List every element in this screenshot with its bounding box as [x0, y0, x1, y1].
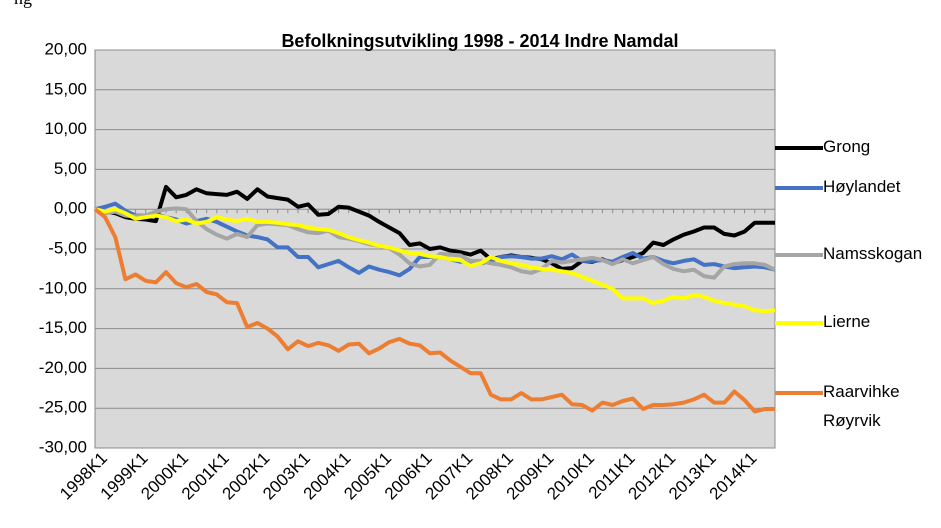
y-tick-label: 20,00 — [44, 39, 87, 58]
series-line — [93, 207, 775, 414]
legend-label: Raarvihke Røyrvik — [823, 382, 900, 430]
legend-swatch — [775, 186, 823, 190]
legend-label: Høylandet — [823, 177, 901, 196]
legend-swatch — [775, 253, 823, 257]
legend-item: Lierne — [775, 311, 923, 336]
y-tick-label: 0,00 — [54, 199, 87, 218]
legend-swatch — [775, 146, 823, 150]
legend-swatch — [775, 391, 823, 395]
legend-label: Lierne — [823, 312, 871, 331]
legend-label: Namsskogan — [823, 244, 923, 263]
y-tick-label: -25,00 — [39, 398, 87, 417]
series-line — [94, 206, 776, 280]
y-tick-label: -15,00 — [39, 318, 87, 337]
legend-item: Høylandet — [775, 176, 923, 201]
chart-title: Befolkningsutvikling 1998 - 2014 Indre N… — [281, 31, 678, 51]
y-tick-label: -30,00 — [39, 437, 87, 456]
lines — [93, 184, 776, 414]
y-tick-label: 15,00 — [44, 79, 87, 98]
legend-item: Raarvihke Røyrvik — [775, 381, 923, 435]
legend-item: Grong — [775, 136, 923, 161]
y-tick-label: -5,00 — [48, 238, 87, 257]
caption-fragment: ng — [14, 0, 32, 9]
y-tick-label: 5,00 — [54, 159, 87, 178]
series-line — [94, 207, 776, 314]
y-tick-label: -20,00 — [39, 358, 87, 377]
y-tick-label: -10,00 — [39, 278, 87, 297]
legend-swatch — [775, 321, 823, 325]
legend-label: Grong — [823, 137, 871, 156]
legend-item: Namsskogan — [775, 243, 923, 268]
y-tick-label: 10,00 — [44, 119, 87, 138]
series-line — [94, 184, 775, 271]
